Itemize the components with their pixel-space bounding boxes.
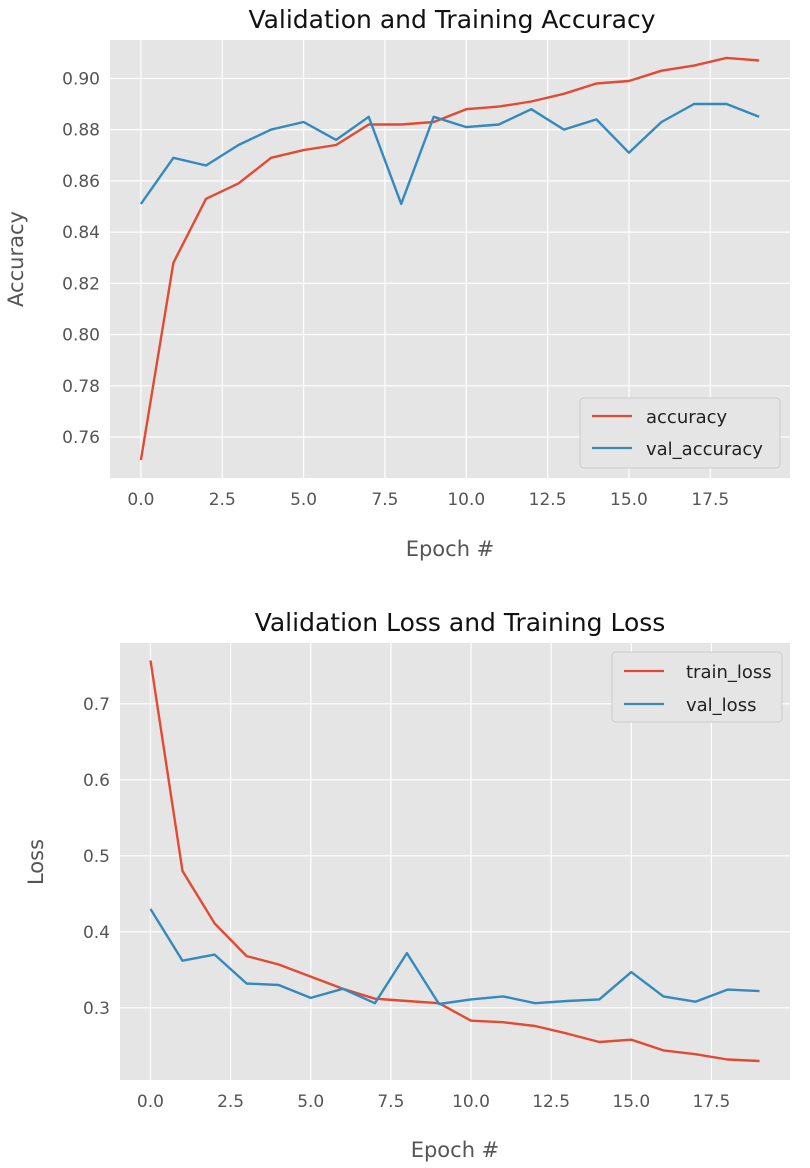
x-tick-label: 15.0 [610, 490, 648, 510]
legend: accuracy val_accuracy [579, 397, 781, 469]
accuracy-chart: Validation and Training Accuracy 0.0 2.5 5… [4, 5, 790, 561]
x-tick-label: 5.0 [290, 490, 317, 510]
y-axis-label: Loss [24, 839, 48, 885]
x-tick-label: 17.5 [693, 1092, 731, 1112]
y-tick-label: 0.88 [62, 121, 100, 141]
x-tick-label: 0.0 [127, 490, 154, 510]
y-tick-label: 0.84 [62, 223, 100, 243]
x-tick-label: 12.5 [529, 490, 567, 510]
y-tick-label: 0.90 [62, 69, 100, 89]
x-tick-label: 5.0 [297, 1092, 324, 1112]
series-line-accuracy [139, 56, 760, 461]
legend: train_loss val_loss [611, 651, 783, 723]
series-lines [149, 660, 760, 1063]
x-axis-label: Epoch # [406, 537, 495, 561]
loss-chart: Validation Loss and Training Loss 0.0 2.5… [24, 608, 790, 1162]
series-line-val-loss [149, 908, 760, 1006]
grid-lines [110, 40, 790, 478]
y-tick-label: 0.86 [62, 172, 100, 192]
y-tick-labels: 0.76 0.78 0.80 0.82 0.84 0.86 0.88 0.90 [62, 69, 100, 448]
x-axis-label: Epoch # [411, 1138, 500, 1162]
y-tick-label: 0.78 [62, 377, 100, 397]
x-tick-label: 7.5 [371, 490, 398, 510]
y-tick-label: 0.6 [83, 771, 110, 791]
x-tick-label: 10.0 [452, 1092, 490, 1112]
grid-lines [120, 643, 790, 1080]
legend-label: val_loss [686, 695, 756, 716]
x-tick-labels: 0.0 2.5 5.0 7.5 10.0 12.5 15.0 17.5 [137, 1092, 730, 1112]
y-tick-label: 0.5 [83, 847, 110, 867]
x-tick-label: 0.0 [137, 1092, 164, 1112]
x-tick-label: 12.5 [532, 1092, 570, 1112]
y-tick-label: 0.80 [62, 326, 100, 346]
x-tick-labels: 0.0 2.5 5.0 7.5 10.0 12.5 15.0 17.5 [127, 490, 729, 510]
y-tick-label: 0.4 [83, 923, 110, 943]
y-tick-label: 0.76 [62, 428, 100, 448]
series-line-train-loss [149, 660, 760, 1063]
legend-label: val_accuracy [646, 439, 763, 460]
chart-title: Validation Loss and Training Loss [255, 608, 666, 637]
y-tick-label: 0.7 [83, 695, 110, 715]
series-line-val-accuracy [139, 102, 760, 206]
legend-label: accuracy [646, 407, 728, 428]
y-tick-label: 0.82 [62, 274, 100, 294]
y-axis-label: Accuracy [4, 211, 28, 307]
legend-label: train_loss [686, 662, 772, 683]
series-lines [139, 56, 760, 461]
y-tick-labels: 0.3 0.4 0.5 0.6 0.7 [83, 695, 110, 1019]
y-tick-label: 0.3 [83, 999, 110, 1019]
x-tick-label: 17.5 [691, 490, 729, 510]
chart-title: Validation and Training Accuracy [248, 5, 655, 34]
x-tick-label: 7.5 [377, 1092, 404, 1112]
x-tick-label: 2.5 [217, 1092, 244, 1112]
x-tick-label: 15.0 [612, 1092, 650, 1112]
x-tick-label: 10.0 [447, 490, 485, 510]
x-tick-label: 2.5 [209, 490, 236, 510]
